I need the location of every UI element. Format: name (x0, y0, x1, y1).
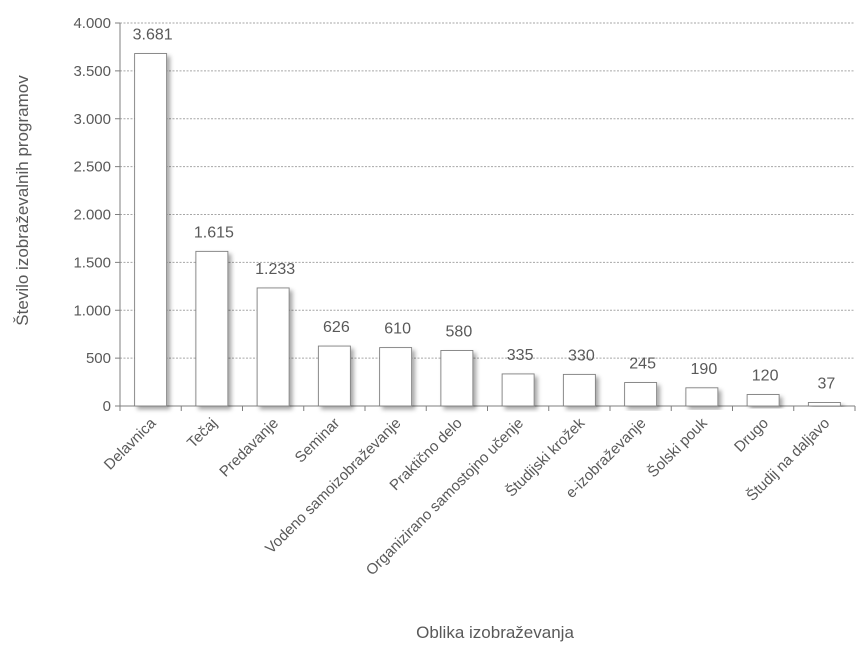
category-label: Drugo (731, 415, 772, 456)
bar (562, 373, 596, 407)
x-axis-title: Oblika izobraževanja (416, 623, 574, 642)
y-tick-label: 2.500 (73, 159, 111, 176)
data-label: 37 (817, 375, 835, 392)
category-label: Tečaj (184, 415, 221, 452)
data-label: 626 (323, 319, 350, 336)
y-tick-label: 4.000 (73, 15, 111, 32)
category-label: Seminar (292, 415, 344, 467)
bar (624, 382, 658, 407)
category-label: Šolski pouk (644, 414, 711, 481)
y-tick-label: 3.500 (73, 63, 111, 80)
data-label: 1.233 (255, 261, 295, 278)
data-label: 610 (384, 321, 411, 338)
data-label: 190 (691, 361, 718, 378)
bar (256, 287, 290, 407)
data-label: 330 (568, 347, 595, 364)
data-label: 1.615 (194, 224, 234, 241)
y-tick-label: 500 (86, 350, 111, 367)
data-label: 245 (629, 356, 656, 373)
bar (440, 350, 474, 407)
y-tick-label: 1.500 (73, 254, 111, 271)
bar (746, 394, 780, 407)
bars (134, 53, 841, 407)
data-label: 335 (507, 347, 534, 364)
bar (379, 347, 413, 407)
data-label: 3.681 (133, 27, 173, 44)
category-label: Delavnica (101, 414, 160, 473)
y-tick-label: 0 (103, 398, 111, 415)
bar (195, 250, 229, 407)
bar (317, 345, 351, 407)
labels: 0 500 1.000 1.500 2.000 2.500 3.000 3.500 4.000 3… (73, 15, 835, 579)
bar (685, 387, 719, 407)
y-tick-label: 2.000 (73, 207, 111, 224)
y-tick-label: 3.000 (73, 111, 111, 128)
data-label: 120 (752, 368, 779, 385)
y-axis-title: Število izobraževalnih programov (13, 75, 32, 326)
data-label: 580 (446, 323, 473, 340)
bar (501, 373, 535, 407)
bar (134, 53, 168, 407)
category-label: Predavanje (216, 415, 282, 481)
bar (807, 402, 841, 407)
gridlines (120, 22, 855, 359)
y-tick-label: 1.000 (73, 302, 111, 319)
axes (115, 22, 856, 411)
